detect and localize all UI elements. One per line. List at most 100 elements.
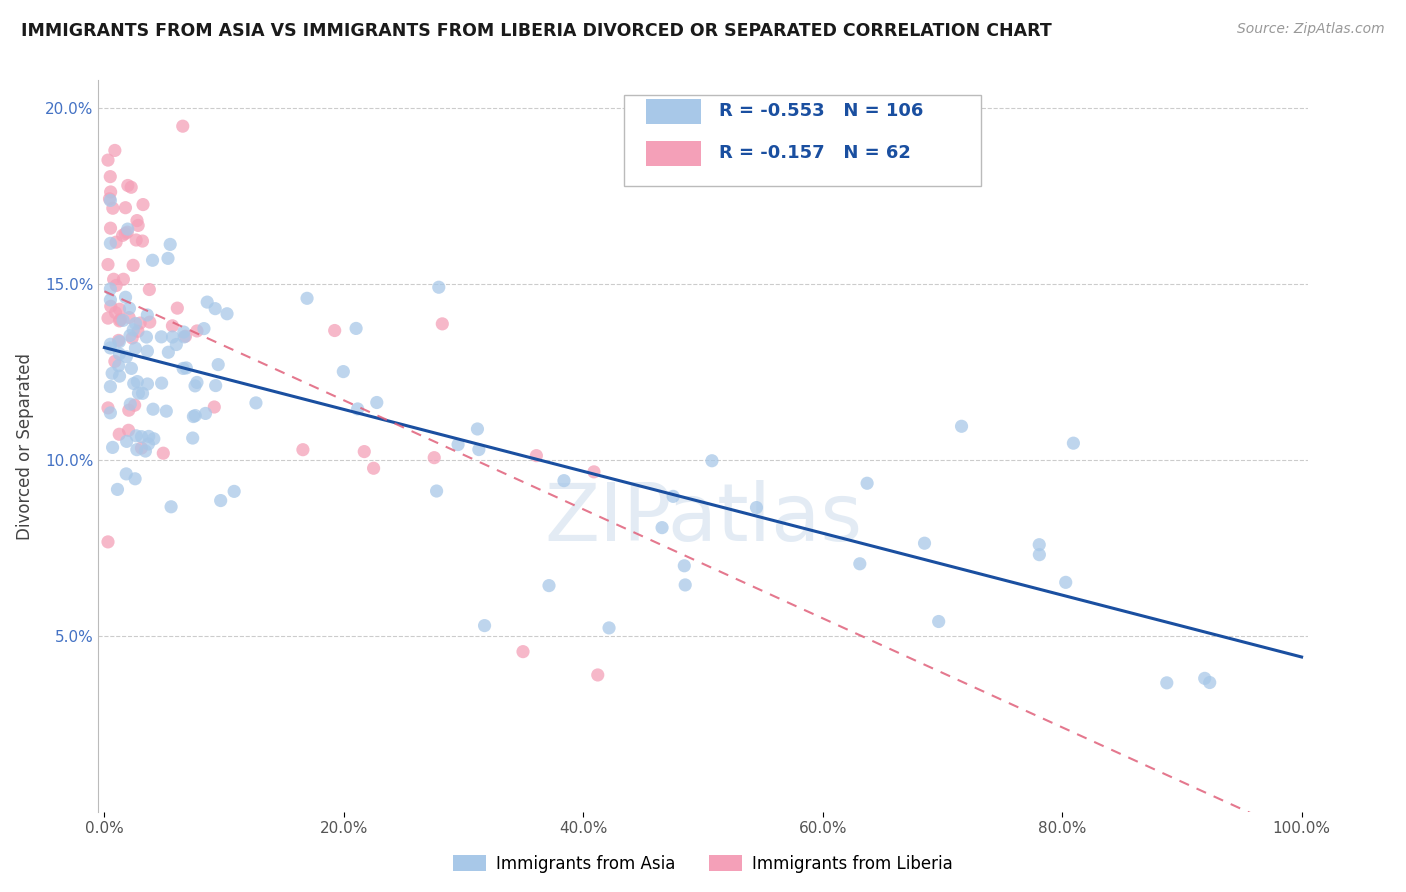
Point	[97, 311, 120, 326]
Point	[131, 441, 153, 455]
Point	[662, 489, 685, 503]
Text: R = -0.553   N = 106: R = -0.553 N = 106	[718, 103, 924, 120]
Point	[139, 315, 162, 329]
Point	[115, 350, 138, 364]
Point	[363, 461, 385, 475]
Point	[136, 344, 159, 359]
Point	[108, 302, 131, 317]
Point	[209, 493, 232, 508]
Point	[673, 578, 696, 592]
Point	[100, 221, 122, 235]
Point	[100, 341, 122, 355]
Point	[332, 365, 354, 379]
Point	[132, 197, 155, 211]
Point	[160, 500, 183, 514]
Point	[131, 234, 153, 248]
Point	[100, 282, 122, 296]
Point	[100, 379, 122, 393]
Point	[98, 169, 121, 184]
Point	[204, 378, 226, 392]
Point	[127, 219, 149, 233]
Point	[184, 409, 207, 423]
Point	[651, 521, 673, 535]
Point	[136, 308, 159, 322]
Point	[162, 318, 184, 333]
Point	[195, 295, 218, 310]
Point	[104, 144, 127, 158]
Point	[159, 237, 181, 252]
Point	[1062, 436, 1084, 450]
Point	[108, 347, 131, 361]
Point	[1198, 675, 1220, 690]
Point	[135, 330, 157, 344]
Point	[117, 225, 139, 239]
Point	[103, 272, 125, 286]
Point	[157, 345, 180, 359]
Point	[117, 423, 139, 437]
Point	[849, 557, 872, 571]
Text: Source: ZipAtlas.com: Source: ZipAtlas.com	[1237, 22, 1385, 37]
Point	[202, 400, 225, 414]
Point	[101, 441, 124, 455]
Legend: Immigrants from Asia, Immigrants from Liberia: Immigrants from Asia, Immigrants from Li…	[446, 848, 960, 880]
Point	[295, 291, 318, 305]
Point	[108, 334, 131, 349]
Point	[100, 406, 122, 420]
Point	[166, 301, 188, 315]
Point	[745, 500, 768, 515]
Point	[152, 446, 174, 460]
Point	[215, 307, 238, 321]
Point	[124, 341, 146, 355]
Point	[447, 437, 470, 451]
Point	[108, 427, 131, 442]
Point	[598, 621, 620, 635]
Point	[204, 301, 226, 316]
Point	[121, 331, 143, 345]
Point	[117, 222, 139, 236]
Point	[122, 376, 145, 391]
Point	[245, 396, 267, 410]
Point	[1028, 548, 1050, 562]
Point	[111, 228, 134, 243]
Point	[142, 432, 165, 446]
Point	[950, 419, 973, 434]
Point	[468, 442, 491, 457]
Point	[120, 361, 142, 376]
Point	[181, 431, 204, 445]
Y-axis label: Divorced or Separated: Divorced or Separated	[15, 352, 34, 540]
Point	[97, 535, 120, 549]
Point	[582, 465, 605, 479]
Point	[98, 192, 121, 206]
Point	[97, 401, 120, 415]
Point	[150, 376, 173, 390]
Point	[97, 153, 120, 167]
Point	[131, 386, 153, 401]
Point	[186, 324, 208, 338]
Point	[344, 321, 367, 335]
Point	[172, 119, 194, 133]
Point	[107, 334, 129, 348]
Point	[114, 201, 136, 215]
Point	[125, 442, 148, 457]
Point	[101, 366, 124, 380]
Point	[1054, 575, 1077, 590]
Point	[101, 201, 124, 215]
Point	[100, 337, 122, 351]
Point	[122, 258, 145, 272]
Point	[432, 317, 454, 331]
Point	[193, 321, 215, 335]
Point	[155, 404, 177, 418]
Point	[129, 316, 152, 330]
Point	[110, 312, 132, 326]
Point	[173, 325, 195, 339]
Point	[553, 474, 575, 488]
Point	[426, 483, 449, 498]
Point	[176, 360, 198, 375]
Point	[165, 337, 187, 351]
Point	[105, 278, 128, 293]
Point	[914, 536, 936, 550]
Text: IMMIGRANTS FROM ASIA VS IMMIGRANTS FROM LIBERIA DIVORCED OR SEPARATED CORRELATIO: IMMIGRANTS FROM ASIA VS IMMIGRANTS FROM …	[21, 22, 1052, 40]
Point	[104, 354, 127, 368]
Point	[105, 235, 128, 249]
Point	[134, 444, 156, 458]
